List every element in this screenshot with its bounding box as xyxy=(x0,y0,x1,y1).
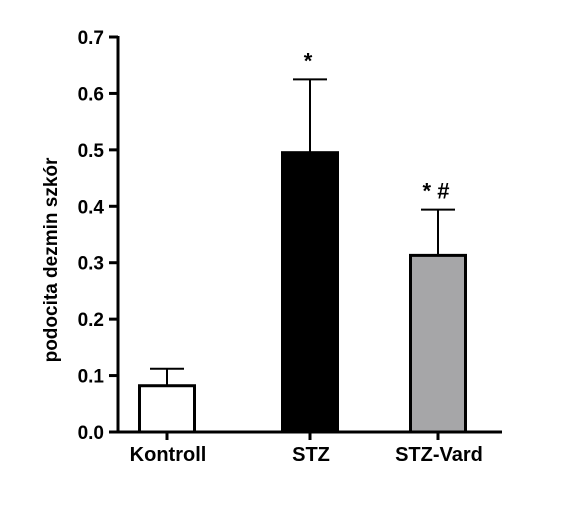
y-tick-label: 0.4 xyxy=(78,197,105,218)
x-tick-labels: Kontroll STZ STZ-Vard xyxy=(130,432,483,466)
y-ticks: 0.0 0.1 0.2 0.3 0.4 0.5 0.6 0.7 xyxy=(78,28,118,444)
y-tick-label: 0.0 xyxy=(78,423,104,444)
x-tick-label: STZ-Vard xyxy=(395,444,483,466)
significance-marker: * # xyxy=(423,179,450,204)
y-tick-label: 0.3 xyxy=(78,254,104,275)
x-tick-label: STZ xyxy=(292,444,330,466)
y-axis-label: podocita dezmin szkór xyxy=(41,157,62,362)
significance-marker: * xyxy=(304,48,313,73)
y-tick-label: 0.5 xyxy=(78,141,105,162)
bar-stz xyxy=(281,151,339,434)
bar-kontroll xyxy=(138,384,196,434)
y-tick-label: 0.6 xyxy=(78,84,104,105)
bar-stz-vard xyxy=(409,253,467,434)
error-bars xyxy=(150,78,455,386)
bars xyxy=(138,151,467,434)
x-tick-label: Kontroll xyxy=(130,444,207,466)
y-tick-label: 0.7 xyxy=(78,28,104,49)
significance-annotations: * * # xyxy=(304,48,450,203)
y-tick-label: 0.2 xyxy=(78,310,104,331)
y-tick-label: 0.1 xyxy=(78,367,105,388)
